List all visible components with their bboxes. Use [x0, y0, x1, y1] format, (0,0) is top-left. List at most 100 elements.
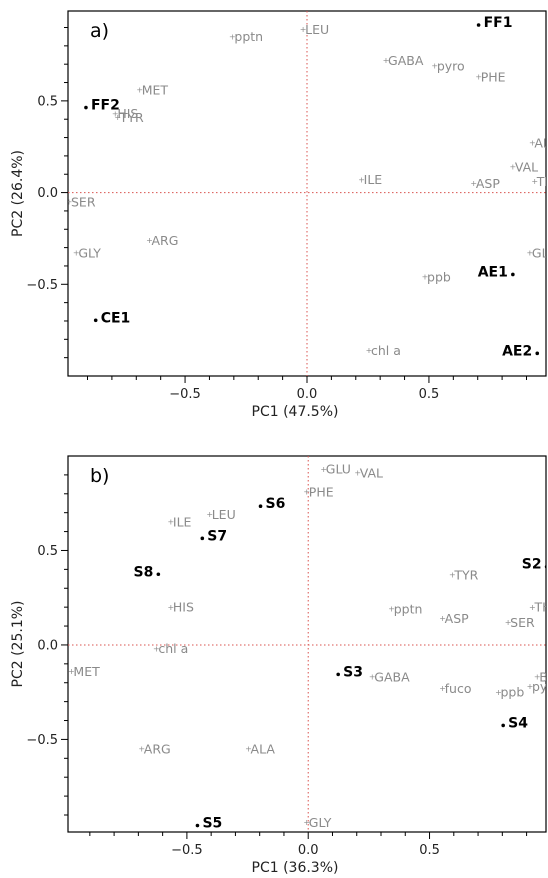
variable-point: +TYR: [114, 110, 144, 125]
observation-point: CE1: [93, 310, 131, 326]
variable-point: +pptn: [229, 29, 263, 44]
variable-label: ILE: [364, 172, 383, 187]
y-tick-label: 0.0: [37, 186, 58, 201]
variable-marker: +: [358, 175, 365, 184]
variable-point: +LEU: [300, 22, 329, 37]
variable-marker: +: [509, 163, 516, 172]
observation-point: S8: [134, 564, 161, 580]
observation-dot: [195, 823, 200, 828]
observation-label: S3: [343, 664, 363, 680]
variable-point: +ILE: [168, 515, 192, 530]
observation-point: S7: [200, 528, 227, 544]
variable-label: ARG: [151, 233, 178, 248]
variable-label: ASP: [476, 176, 500, 191]
variable-marker: +: [529, 603, 536, 612]
variable-label: fuco: [445, 681, 472, 696]
variable-label: pptn: [394, 602, 423, 617]
variable-point: +ASP: [439, 611, 469, 626]
variable-marker: +: [422, 273, 429, 282]
observation-dot: [84, 105, 88, 110]
observation-point: AE1: [478, 264, 515, 280]
variable-point: +chl a: [366, 343, 401, 358]
variable-marker: +: [245, 744, 252, 753]
variable-label: TYR: [453, 568, 478, 583]
variable-marker: +: [439, 684, 446, 693]
x-axis-label: PC1 (36.3%): [252, 860, 339, 876]
plot-frame: [67, 455, 547, 833]
variable-point: +fuco: [439, 681, 471, 696]
variable-marker: +: [303, 818, 310, 827]
variable-point: +MET: [68, 664, 100, 679]
variable-point: +GLU: [527, 246, 546, 261]
observation-label: S2: [522, 557, 542, 573]
variable-marker: +: [383, 56, 390, 65]
observation-point: FF1: [476, 15, 512, 31]
variable-label: PHE: [481, 70, 506, 85]
variable-point: +LEU: [206, 507, 235, 522]
variable-marker: +: [66, 197, 73, 206]
observation-dot: [544, 564, 546, 569]
variable-label: pptn: [234, 29, 263, 44]
variable-marker: +: [303, 487, 310, 496]
observation-dot: [535, 351, 540, 356]
variable-point: +HIS: [168, 600, 194, 615]
panel-b: −0.5 0.0 0.5 −0.5 0.0 0.5 PC1 (36.3%) PC2 (25.1…: [10, 455, 548, 876]
variable-point: +ppb: [422, 269, 451, 284]
variable-point: +ASP: [470, 176, 500, 191]
variable-point: +ALA: [529, 136, 546, 151]
variable-point: +GLU: [320, 462, 351, 477]
observation-dot: [336, 672, 340, 677]
variable-point: +pyro: [431, 59, 464, 74]
y-tick-label: 0.5: [37, 544, 58, 559]
variable-marker: +: [366, 346, 373, 355]
observation-label: S8: [134, 564, 154, 580]
variable-point: +GLY: [303, 815, 331, 830]
variable-label: ASP: [445, 611, 469, 626]
observation-dot: [501, 723, 505, 728]
variable-label: SER: [510, 615, 535, 630]
variable-label: VAL: [360, 466, 383, 481]
panel-a: −0.5 0.0 0.5 −0.5 0.0 0.5 PC1 (47.5%) PC2 (26.4…: [10, 10, 548, 420]
observation-label: S5: [202, 816, 222, 832]
variable-marker: +: [369, 673, 376, 682]
variable-label: BALA: [539, 670, 548, 685]
variable-marker: +: [73, 249, 80, 258]
variable-label: ALA: [251, 741, 276, 756]
variable-point: +PHE: [303, 484, 333, 499]
variable-label: TYR: [119, 110, 144, 125]
variable-marker: +: [68, 667, 75, 676]
y-tick-label: 0.0: [37, 638, 58, 653]
variable-marker: +: [449, 571, 456, 580]
observation-dot: [476, 23, 481, 27]
variable-point: +ARG: [146, 233, 178, 248]
variable-marker: +: [168, 603, 175, 612]
variable-label: LEU: [212, 507, 236, 522]
variable-marker: +: [431, 62, 438, 71]
observation-label: AE1: [478, 264, 508, 280]
variable-label: pyro: [437, 59, 465, 74]
variable-point: +GABA: [383, 53, 424, 68]
variable-point: +SER: [505, 615, 535, 630]
variable-label: THR: [536, 174, 548, 189]
plot-frame: [67, 10, 547, 377]
observation-label: CE1: [101, 310, 131, 326]
variable-label: HIS: [173, 600, 194, 615]
variable-marker: +: [112, 109, 119, 118]
observation-point: FF2: [84, 98, 120, 114]
observation-label: FF2: [91, 98, 120, 114]
variable-marker: +: [439, 614, 446, 623]
variable-label: ppb: [500, 685, 524, 700]
variable-point: +ppb: [495, 685, 524, 700]
y-tick-label: 0.5: [37, 94, 58, 109]
variable-label: SER: [71, 194, 96, 209]
variable-label: chl a: [158, 641, 188, 656]
observation-point: S3: [336, 664, 363, 680]
plot-area: +GLU+VAL+PHE+LEU+ILE+TYR+HIS+pptn+THR+AS…: [68, 462, 548, 832]
observation-point: AE2: [502, 343, 540, 359]
x-tick-label: 0.5: [419, 387, 440, 402]
variable-point: +THR: [529, 600, 546, 615]
variable-marker: +: [470, 179, 477, 188]
variable-point: +HIS: [112, 106, 138, 121]
variable-point: +GLY: [73, 246, 101, 261]
x-tick-label: 0.0: [297, 387, 318, 402]
